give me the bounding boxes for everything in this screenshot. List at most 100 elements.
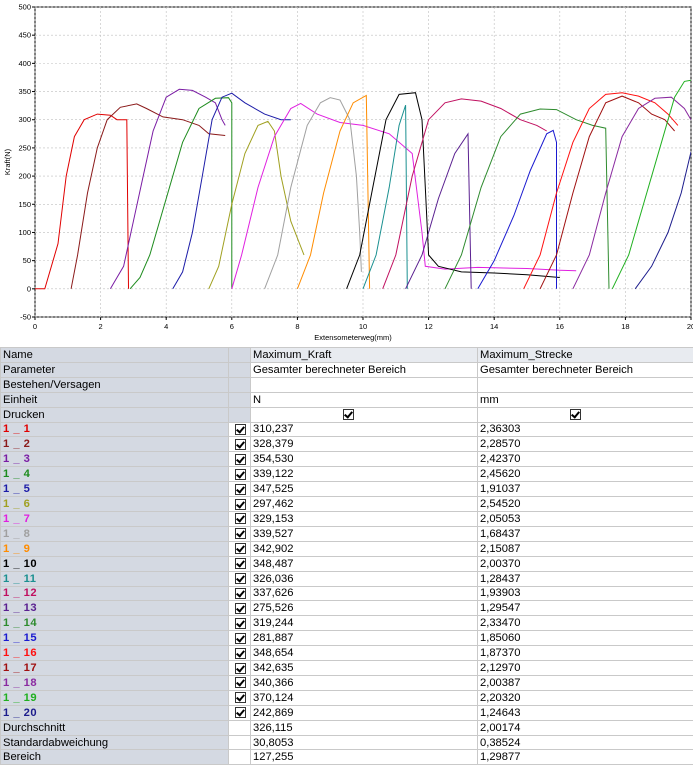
meta-value-extension bbox=[478, 407, 693, 422]
checkbox-checked-icon[interactable] bbox=[235, 663, 246, 674]
checkbox-checked-icon[interactable] bbox=[235, 573, 246, 584]
x-tick-label: 0 bbox=[33, 322, 37, 331]
checkbox-checked-icon[interactable] bbox=[235, 484, 246, 495]
checkbox-checked-icon[interactable] bbox=[235, 648, 246, 659]
sample-checkbox-cell bbox=[229, 556, 251, 571]
checkbox-checked-icon[interactable] bbox=[235, 633, 246, 644]
sample-max-extension: 1,93903 bbox=[478, 586, 693, 601]
sample-checkbox-cell bbox=[229, 690, 251, 705]
meta-checkbox-cell bbox=[229, 407, 251, 422]
statistic-empty-cell bbox=[229, 720, 251, 735]
sample-max-force: 281,887 bbox=[251, 631, 478, 646]
sample-name: 1 _ 16 bbox=[1, 646, 229, 661]
checkbox-checked-icon[interactable] bbox=[235, 528, 246, 539]
checkbox-checked-icon[interactable] bbox=[235, 707, 246, 718]
meta-value-extension: mm bbox=[478, 392, 693, 407]
sample-checkbox-cell bbox=[229, 601, 251, 616]
sample-checkbox-cell bbox=[229, 646, 251, 661]
checkbox-checked-icon[interactable] bbox=[235, 454, 246, 465]
meta-value-extension: Gesamter berechneter Bereich bbox=[478, 362, 693, 377]
sample-checkbox-cell bbox=[229, 586, 251, 601]
y-axis-label: Kraft(N) bbox=[3, 148, 12, 175]
y-tick-label: 300 bbox=[18, 115, 31, 124]
sample-max-extension: 2,05053 bbox=[478, 511, 693, 526]
sample-name: 1 _ 14 bbox=[1, 616, 229, 631]
checkbox-checked-icon[interactable] bbox=[235, 543, 246, 554]
sample-checkbox-cell bbox=[229, 705, 251, 720]
sample-name: 1 _ 20 bbox=[1, 705, 229, 720]
sample-max-force: 329,153 bbox=[251, 511, 478, 526]
y-tick-label: 0 bbox=[27, 284, 31, 293]
checkbox-checked-icon[interactable] bbox=[235, 677, 246, 688]
sample-name: 1 _ 13 bbox=[1, 601, 229, 616]
col-header-max-extension: Maximum_Strecke bbox=[478, 348, 693, 363]
chart-svg: 02468101214161820-5005010015020025030035… bbox=[0, 0, 693, 344]
sample-max-extension: 2,00387 bbox=[478, 675, 693, 690]
checkbox-checked-icon[interactable] bbox=[235, 618, 246, 629]
sample-max-extension: 2,20320 bbox=[478, 690, 693, 705]
sample-max-extension: 2,54520 bbox=[478, 497, 693, 512]
meta-value-force: N bbox=[251, 392, 478, 407]
sample-checkbox-cell bbox=[229, 437, 251, 452]
checkbox-checked-icon[interactable] bbox=[235, 588, 246, 599]
checkbox-checked-icon[interactable] bbox=[235, 513, 246, 524]
checkbox-checked-icon[interactable] bbox=[235, 603, 246, 614]
x-tick-label: 6 bbox=[230, 322, 234, 331]
sample-max-force: 326,036 bbox=[251, 571, 478, 586]
sample-name: 1 _ 9 bbox=[1, 541, 229, 556]
checkbox-checked-icon[interactable] bbox=[235, 499, 246, 510]
y-tick-label: -50 bbox=[20, 313, 31, 322]
sample-name: 1 _ 11 bbox=[1, 571, 229, 586]
checkbox-checked-icon[interactable] bbox=[235, 439, 246, 450]
checkbox-checked-icon[interactable] bbox=[343, 409, 354, 420]
checkbox-checked-icon[interactable] bbox=[235, 692, 246, 703]
checkbox-checked-icon[interactable] bbox=[235, 558, 246, 569]
y-tick-label: 50 bbox=[23, 256, 31, 265]
y-tick-label: 150 bbox=[18, 200, 31, 209]
meta-value-force bbox=[251, 377, 478, 392]
sample-name: 1 _ 1 bbox=[1, 422, 229, 437]
sample-name: 1 _ 2 bbox=[1, 437, 229, 452]
sample-max-extension: 1,91037 bbox=[478, 482, 693, 497]
statistic-force: 326,115 bbox=[251, 720, 478, 735]
sample-checkbox-cell bbox=[229, 541, 251, 556]
meta-label: Drucken bbox=[1, 407, 229, 422]
checkbox-checked-icon[interactable] bbox=[235, 469, 246, 480]
meta-row: Bestehen/Versagen bbox=[1, 377, 693, 392]
checkbox-checked-icon[interactable] bbox=[570, 409, 581, 420]
sample-max-extension: 1,28437 bbox=[478, 571, 693, 586]
y-tick-label: 200 bbox=[18, 172, 31, 181]
sample-max-extension: 1,24643 bbox=[478, 705, 693, 720]
x-tick-label: 2 bbox=[99, 322, 103, 331]
statistic-empty-cell bbox=[229, 750, 251, 765]
statistic-force: 30,8053 bbox=[251, 735, 478, 750]
checkbox-checked-icon[interactable] bbox=[235, 424, 246, 435]
sample-max-extension: 1,68437 bbox=[478, 526, 693, 541]
x-tick-label: 16 bbox=[556, 322, 564, 331]
sample-checkbox-cell bbox=[229, 661, 251, 676]
sample-max-force: 347,525 bbox=[251, 482, 478, 497]
sample-checkbox-cell bbox=[229, 511, 251, 526]
